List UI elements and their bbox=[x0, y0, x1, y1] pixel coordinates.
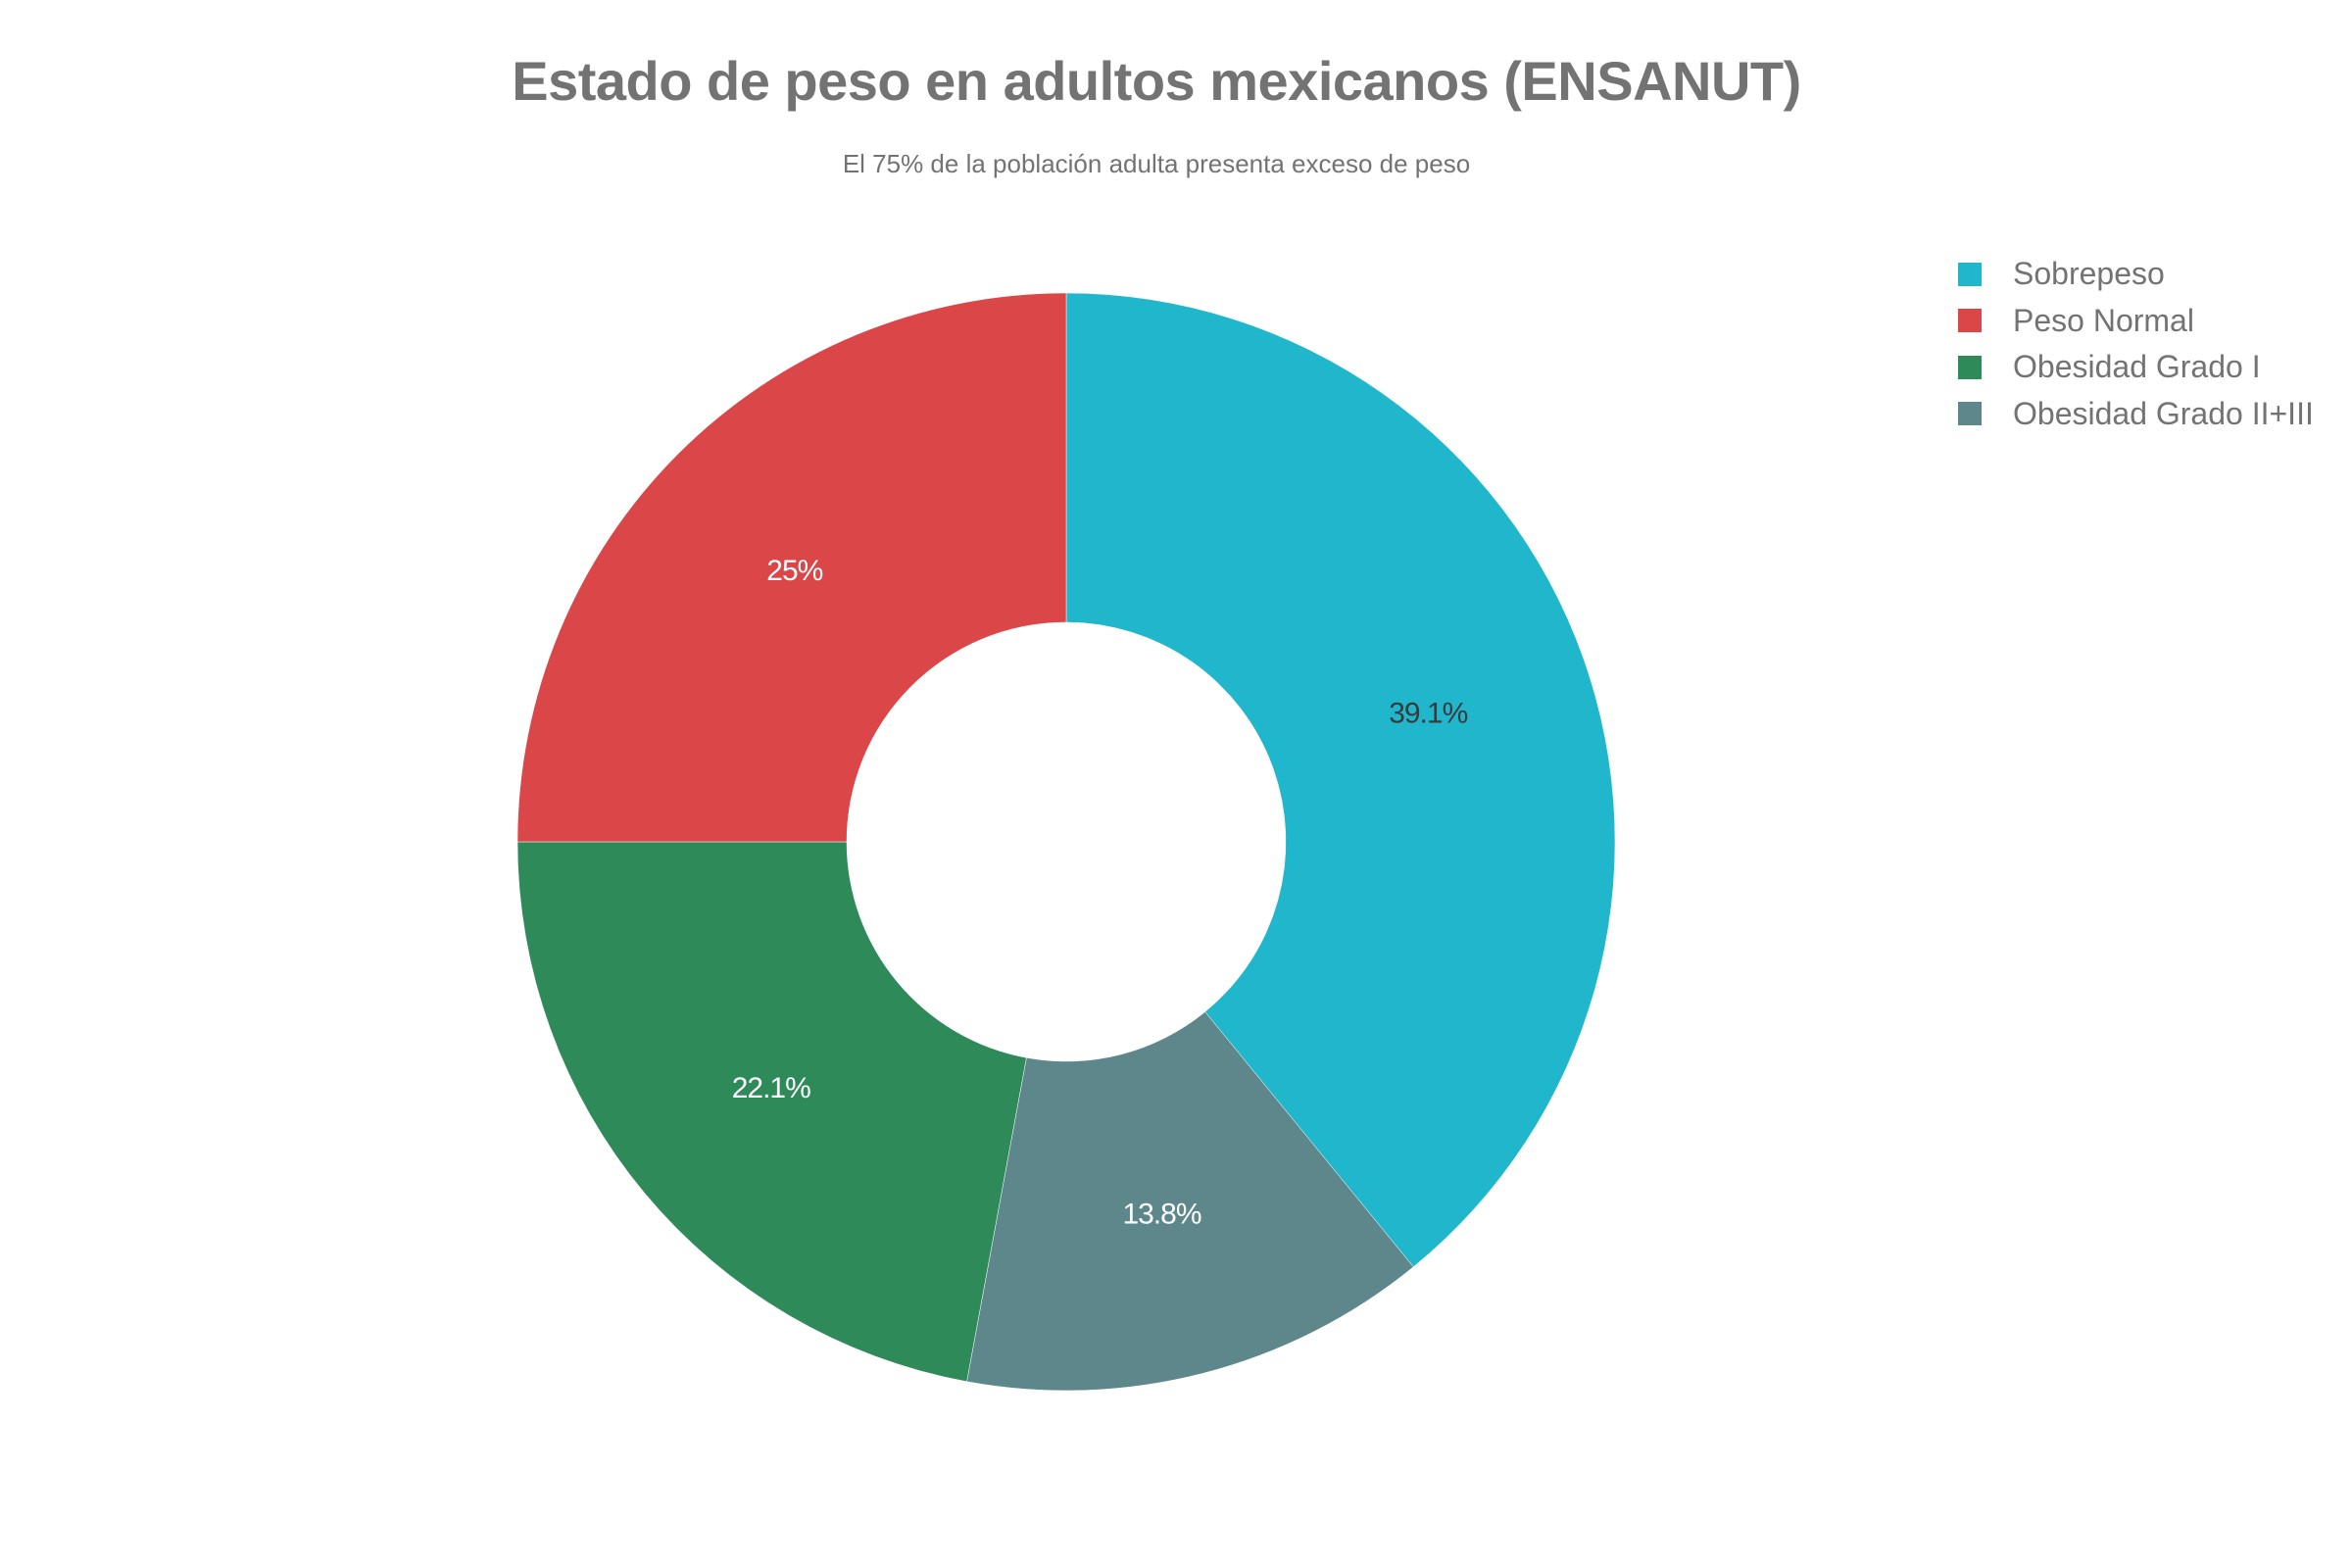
chart-title: Estado de peso en adultos mexicanos (ENS… bbox=[512, 50, 1801, 112]
legend-label: Obesidad Grado I bbox=[2013, 349, 2261, 385]
slice-label: 25% bbox=[766, 555, 822, 587]
legend-label: Peso Normal bbox=[2013, 302, 2194, 338]
legend-item-sobrepeso[interactable]: Sobrepeso bbox=[1958, 251, 2314, 298]
legend-swatch bbox=[1958, 402, 1982, 426]
donut-slice[interactable] bbox=[1065, 292, 1616, 1268]
legend-item-peso-normal[interactable]: Peso Normal bbox=[1958, 298, 2314, 345]
legend: Sobrepeso Peso Normal Obesidad Grado I O… bbox=[1958, 251, 2314, 437]
slice-label: 39.1% bbox=[1389, 697, 1467, 729]
legend-label: Obesidad Grado II+III bbox=[2013, 395, 2314, 431]
chart-subtitle: El 75% de la población adulta presenta e… bbox=[842, 149, 1471, 178]
donut-slice[interactable] bbox=[516, 292, 1067, 843]
donut-slice[interactable] bbox=[516, 841, 1027, 1383]
donut-slices bbox=[516, 292, 1616, 1392]
donut-slice[interactable] bbox=[966, 1011, 1414, 1392]
slice-label: 22.1% bbox=[732, 1072, 810, 1104]
legend-swatch bbox=[1958, 309, 1982, 333]
legend-swatch bbox=[1958, 355, 1982, 379]
legend-swatch bbox=[1958, 262, 1982, 286]
legend-item-obesidad-grado-1[interactable]: Obesidad Grado I bbox=[1958, 344, 2314, 391]
legend-item-obesidad-grado-2-3[interactable]: Obesidad Grado II+III bbox=[1958, 391, 2314, 438]
slice-labels: 39.1% 13.8% 22.1% 25% bbox=[732, 555, 1469, 1231]
slice-label: 13.8% bbox=[1122, 1199, 1200, 1231]
legend-label: Sobrepeso bbox=[2013, 256, 2165, 292]
